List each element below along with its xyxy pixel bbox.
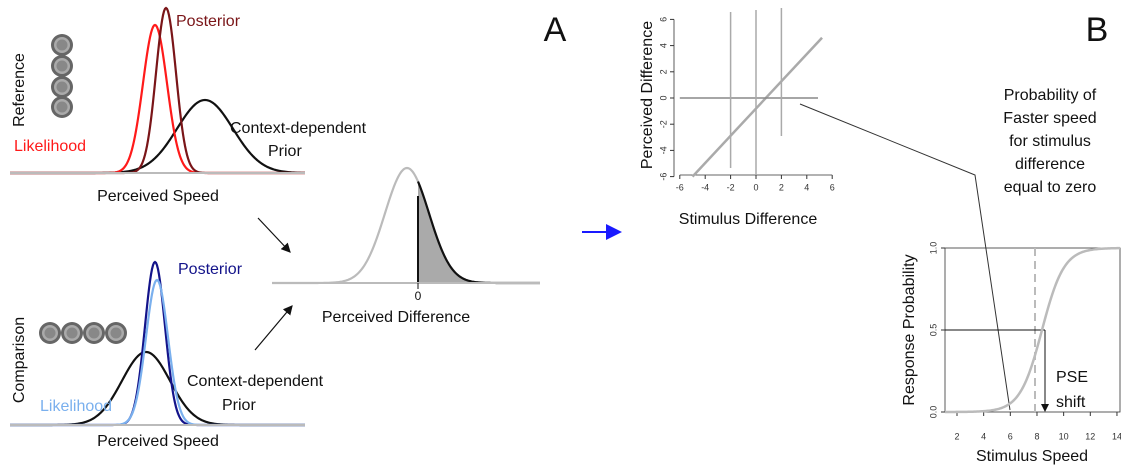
stimulus	[66, 327, 78, 339]
x-tick-label: 6	[830, 182, 835, 192]
x-label: Stimulus Speed	[976, 448, 1088, 465]
prior-label: Context-dependent	[230, 120, 367, 137]
x-label: Stimulus Difference	[679, 211, 818, 228]
x-tick-label: 10	[1059, 431, 1069, 441]
x-tick-label: -4	[701, 182, 709, 192]
posterior-label: Posterior	[178, 261, 243, 278]
x-tick-label: 6	[1008, 431, 1013, 441]
prior-label: Prior	[222, 397, 256, 414]
likelihood-label: Likelihood	[14, 138, 86, 155]
connector	[799, 103, 1011, 411]
psychometric-curve	[944, 246, 1121, 414]
panel-label: B	[1086, 11, 1109, 49]
y-tick-label: -6	[658, 173, 668, 181]
x-label: Perceived Speed	[97, 433, 219, 450]
difference-curve	[272, 166, 420, 285]
pse-label: shift	[1056, 394, 1086, 411]
annotation-line: for stimulus	[1009, 133, 1091, 150]
pse-label: PSE	[1056, 369, 1088, 386]
curves	[10, 6, 540, 427]
stimulus	[110, 327, 122, 339]
prior-label: Prior	[268, 143, 302, 160]
side-label: Reference	[11, 53, 28, 127]
y-tick-label: -2	[658, 120, 668, 128]
prior-label: Context-dependent	[187, 373, 324, 390]
stimulus	[88, 327, 100, 339]
x-tick-label: 14	[1112, 431, 1121, 441]
y-tick-label: 6	[658, 17, 668, 22]
y-label: Response Probability	[901, 254, 918, 405]
likelihood-label: Likelihood	[40, 398, 112, 415]
x-tick-label: -2	[727, 182, 735, 192]
annotation-line: Faster speed	[1003, 110, 1096, 127]
annotation-line: equal to zero	[1004, 179, 1097, 196]
y-tick-label: 0	[658, 95, 668, 100]
x-tick-label: 2	[954, 431, 959, 441]
x-label: Perceived Speed	[97, 188, 219, 205]
x-tick-label: 12	[1085, 431, 1095, 441]
y-tick-label: 0.5	[928, 324, 938, 337]
posterior-label: Posterior	[176, 13, 241, 30]
x-label: Perceived Difference	[322, 309, 470, 326]
arrow	[254, 305, 293, 351]
annotation-line: Probability of	[1004, 87, 1097, 104]
annotation-line: difference	[1015, 156, 1085, 173]
zero-label: 0	[415, 289, 422, 303]
x-tick-label: 4	[804, 182, 809, 192]
annotation: Probability of Faster speed for stimulus d…	[1003, 87, 1096, 196]
panel-label: A	[544, 11, 567, 49]
side-label: Comparison	[11, 317, 28, 403]
x-tick-label: 0	[753, 182, 758, 192]
shaded-area	[418, 181, 540, 283]
y-tick-label: 0.0	[928, 406, 938, 419]
stimulus	[56, 39, 68, 51]
x-tick-label: -6	[676, 182, 684, 192]
y-tick-label: 4	[658, 43, 668, 48]
arrow	[257, 217, 291, 253]
y-tick-label: 1.0	[928, 242, 938, 255]
diagonal	[691, 36, 823, 178]
x-tick-label: 8	[1034, 431, 1039, 441]
x-tick-label: 2	[779, 182, 784, 192]
stimulus	[56, 81, 68, 93]
stimulus	[44, 327, 56, 339]
y-label: Perceived Difference	[639, 21, 656, 169]
y-tick-label: 2	[658, 69, 668, 74]
x-tick-label: 4	[981, 431, 986, 441]
stimulus	[56, 60, 68, 72]
y-tick-label: -4	[658, 146, 668, 154]
stimulus	[56, 101, 68, 113]
